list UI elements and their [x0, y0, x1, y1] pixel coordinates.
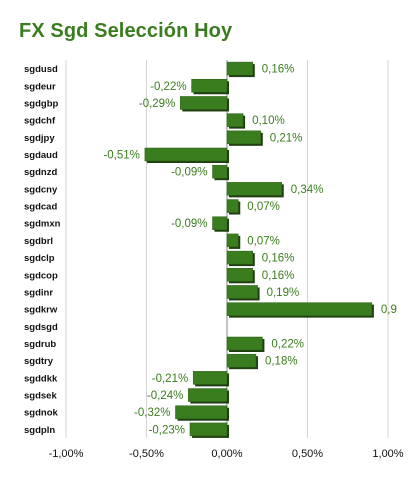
bar — [188, 388, 228, 402]
bar — [175, 405, 228, 419]
bar — [189, 422, 228, 437]
bar — [226, 268, 254, 282]
value-label: 0,21% — [270, 132, 303, 144]
value-label: -0,21% — [152, 373, 188, 385]
value-label: 0,34% — [291, 184, 324, 196]
category-label: sgdnok — [24, 408, 58, 419]
value-label: -0,51% — [103, 150, 139, 162]
value-label: -0,32% — [134, 407, 170, 419]
value-label: -0,29% — [139, 98, 175, 110]
x-tick-label: -0,50% — [129, 448, 164, 460]
value-label: 0,16% — [262, 64, 295, 76]
category-label: sgdeur — [24, 81, 56, 92]
bar — [226, 113, 244, 127]
bar — [212, 164, 228, 179]
x-tick-label: 0,50% — [292, 448, 323, 460]
category-label: sgdkrw — [24, 305, 58, 316]
bar — [226, 353, 257, 368]
category-label: sgdchf — [24, 116, 56, 127]
value-label: -0,24% — [147, 390, 183, 402]
bar — [226, 199, 239, 213]
value-label: 0,07% — [247, 235, 280, 247]
x-tick-label: -1,00% — [49, 448, 84, 460]
value-label: 0,10% — [252, 115, 285, 127]
x-tick-label: 1,00% — [372, 448, 403, 460]
bar — [212, 216, 228, 230]
category-label: sgdcny — [24, 184, 58, 195]
bar — [226, 302, 373, 316]
category-label: sgdinr — [24, 287, 53, 298]
category-label: sgdpln — [24, 425, 55, 436]
category-label: sgdbrl — [24, 236, 53, 247]
bar — [191, 79, 228, 93]
value-label: -0,22% — [150, 81, 186, 93]
bar — [226, 61, 254, 76]
value-label: 0,16% — [262, 270, 295, 282]
value-label: -0,09% — [171, 167, 207, 179]
category-label: sgdtry — [24, 356, 54, 367]
bar — [226, 130, 262, 145]
value-label: 0,9 — [381, 304, 397, 316]
category-label: sgdclp — [24, 253, 55, 264]
value-label: -0,23% — [149, 424, 185, 436]
value-label: 0,22% — [271, 339, 304, 351]
x-tick-label: 0,00% — [211, 448, 242, 460]
category-label: sgdsek — [24, 391, 57, 402]
category-label: sgdnzd — [24, 167, 57, 178]
category-label: sgdgbp — [24, 98, 58, 109]
category-label: sgdjpy — [24, 133, 55, 144]
value-label: 0,07% — [247, 201, 280, 213]
category-label: sgdusd — [24, 64, 58, 75]
bar — [226, 233, 239, 248]
category-label: sgdmxn — [24, 219, 61, 230]
chart-title: FX Sgd Selección Hoy — [19, 20, 233, 42]
bar — [226, 336, 263, 351]
bar — [226, 285, 258, 299]
category-label: sgdaud — [24, 150, 58, 161]
category-label: sgddkk — [24, 373, 58, 384]
category-label: sgdsgd — [24, 322, 58, 333]
value-label: 0,18% — [265, 356, 298, 368]
bar — [144, 147, 228, 162]
value-label: -0,09% — [171, 218, 207, 230]
bar — [192, 371, 228, 385]
value-label: 0,19% — [267, 287, 300, 299]
bar — [180, 96, 228, 110]
category-label: sgdcop — [24, 270, 58, 281]
category-label: sgdcad — [24, 202, 57, 213]
bar — [226, 182, 282, 196]
value-label: 0,16% — [262, 253, 295, 265]
category-label: sgdrub — [24, 339, 56, 350]
bar — [226, 250, 254, 265]
